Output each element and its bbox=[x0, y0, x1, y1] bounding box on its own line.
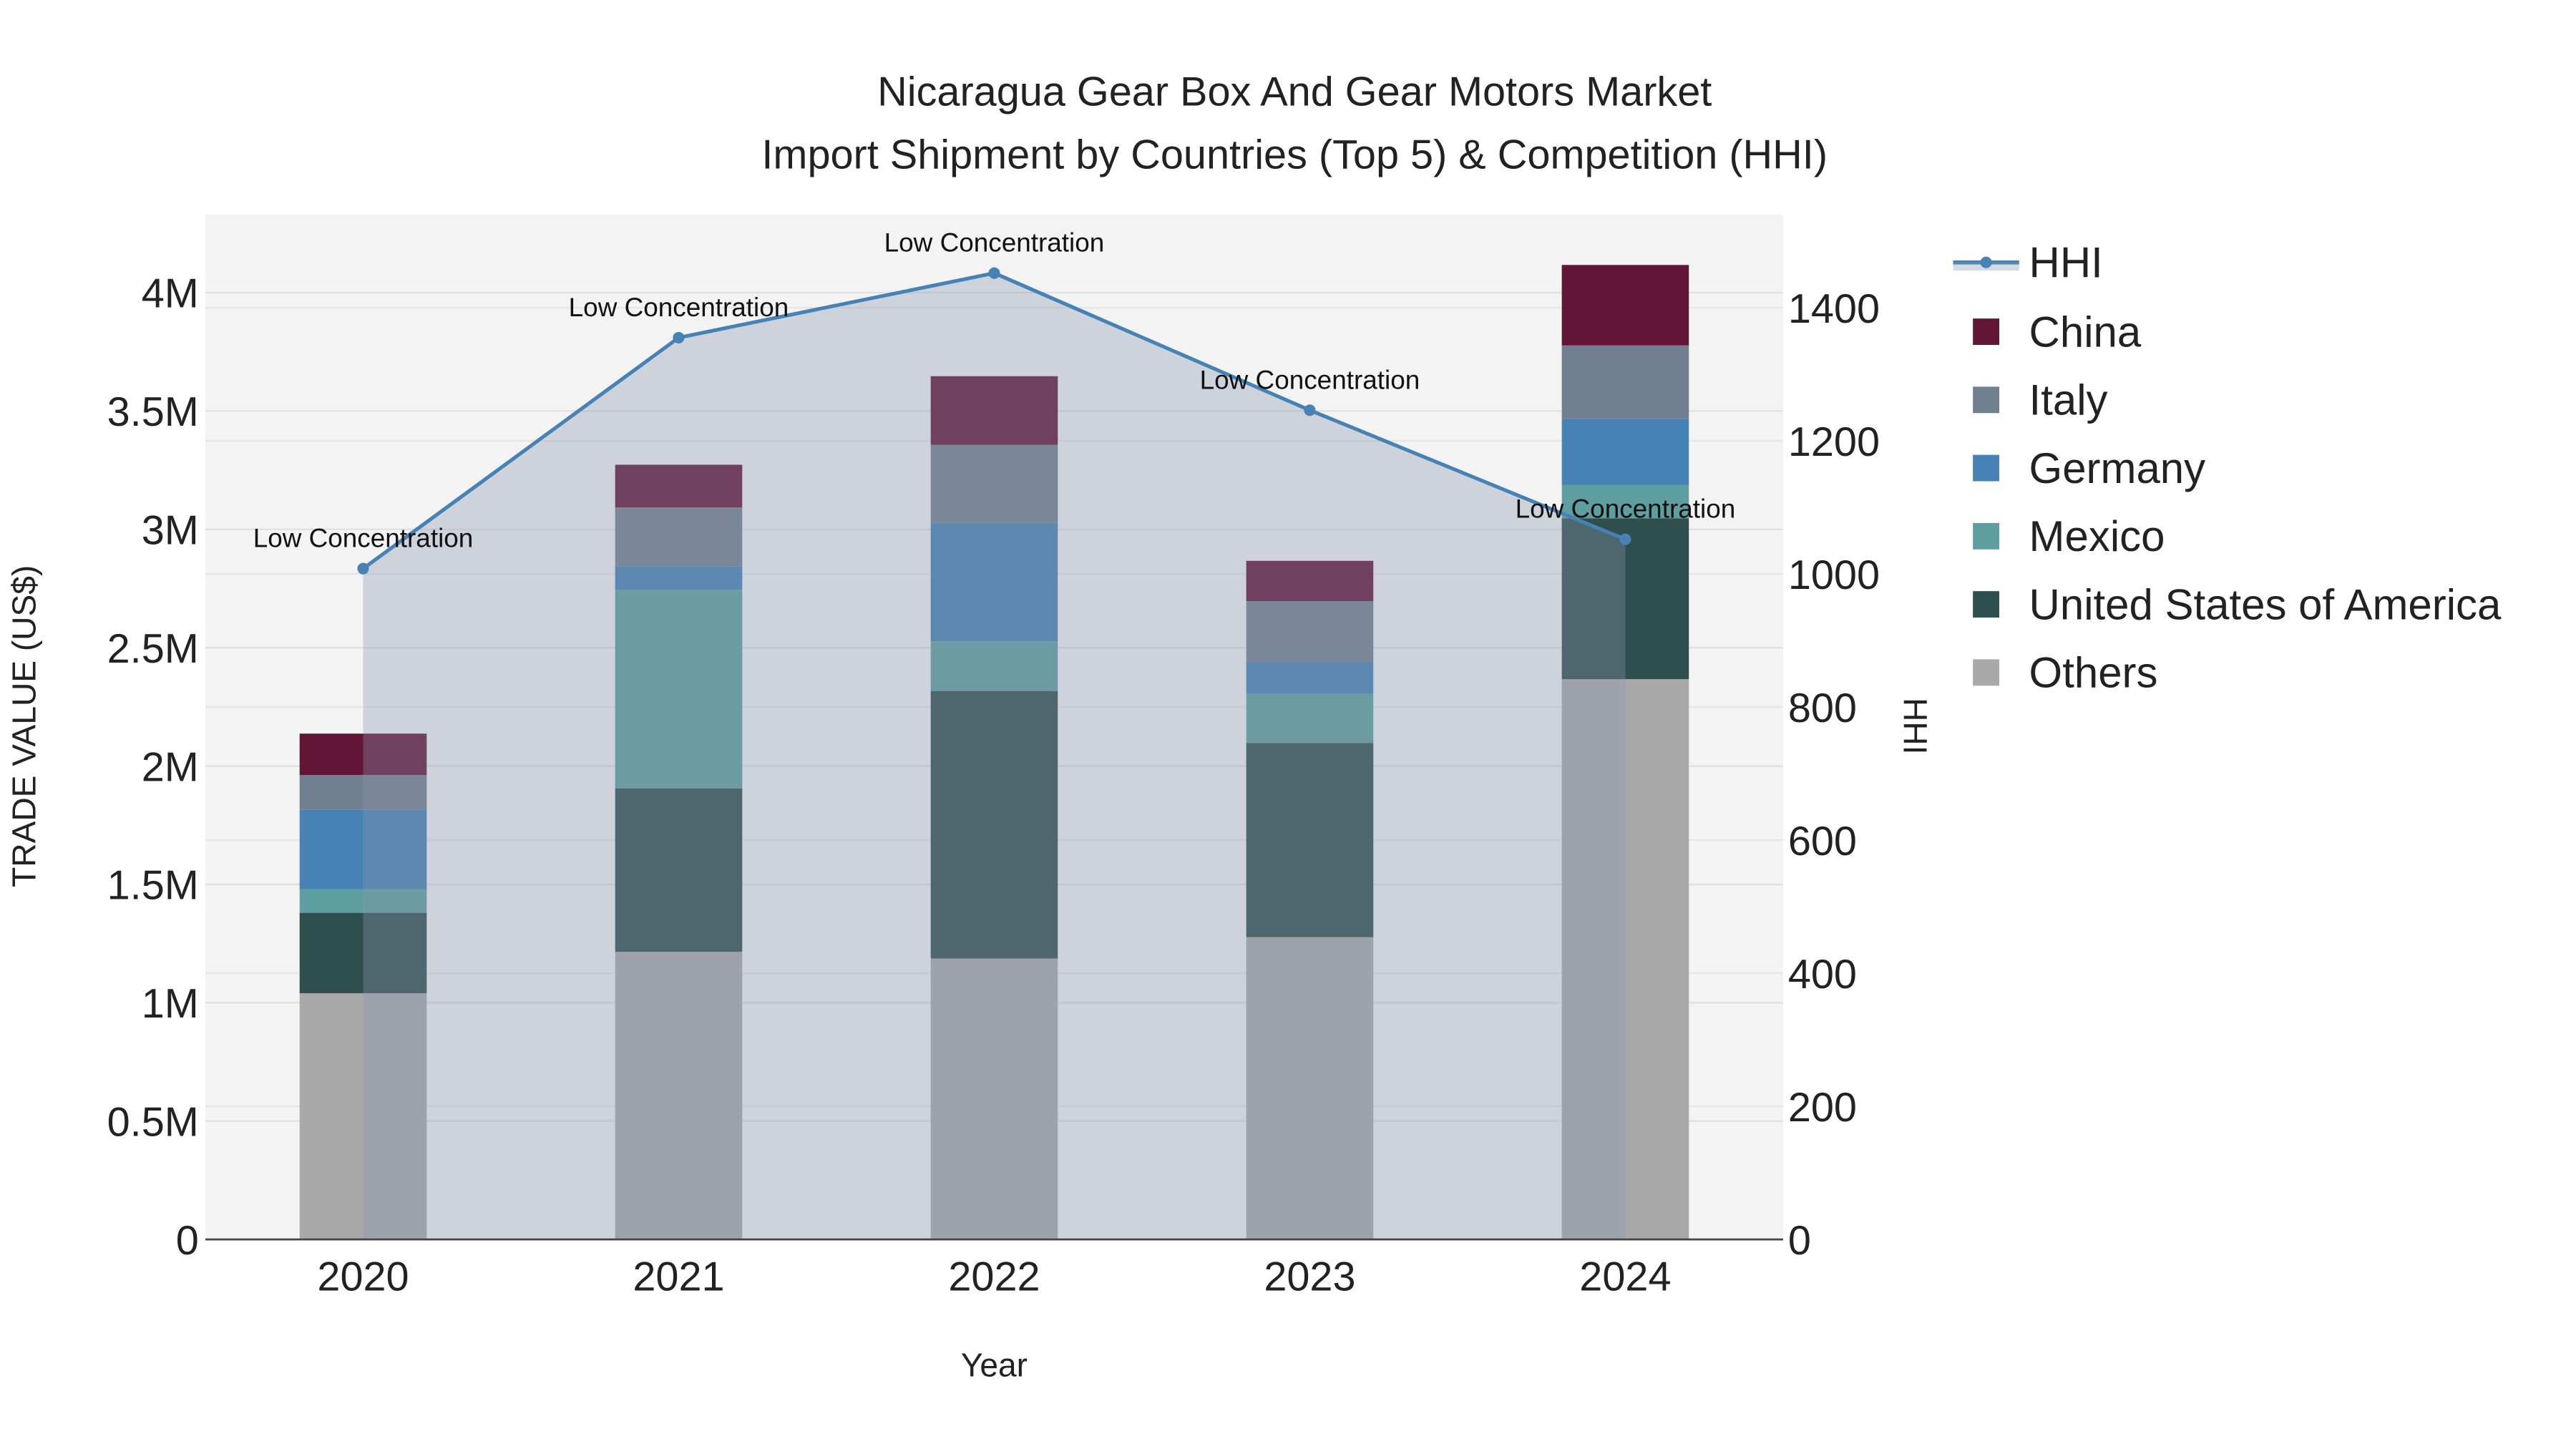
hhi-annotation: Low Concentration bbox=[1200, 365, 1420, 394]
bar-italy-2022 bbox=[930, 444, 1058, 523]
legend-label-hhi: HHI bbox=[2029, 238, 2103, 286]
x-axis-label: Year bbox=[961, 1347, 1028, 1384]
y2-tick-label: 400 bbox=[1788, 952, 1857, 997]
y2-tick-label: 1000 bbox=[1788, 552, 1880, 598]
y-tick-label: 1.5M bbox=[107, 863, 199, 909]
bar-others-2023 bbox=[1246, 937, 1374, 1240]
y-tick-label: 2M bbox=[142, 744, 199, 790]
legend-swatch-united-states-of-america bbox=[1973, 591, 2000, 618]
bar-germany-2024 bbox=[1561, 419, 1689, 485]
y-tick-label: 0.5M bbox=[107, 1099, 199, 1145]
hhi-annotation: Low Concentration bbox=[253, 524, 474, 553]
bar-mexico-2022 bbox=[930, 641, 1058, 691]
y-tick-label: 0 bbox=[176, 1218, 199, 1264]
bar-china-2021 bbox=[615, 464, 743, 507]
hhi-point-2020 bbox=[357, 562, 369, 575]
bar-united-states-of-america-2021 bbox=[615, 788, 743, 952]
hhi-annotation: Low Concentration bbox=[884, 228, 1105, 258]
y2-tick-label: 800 bbox=[1788, 686, 1857, 731]
y2-axis-label: HHI bbox=[1896, 698, 1933, 754]
bar-italy-2020 bbox=[299, 775, 427, 810]
hhi-annotation: Low Concentration bbox=[569, 293, 789, 322]
hhi-point-2024 bbox=[1619, 533, 1631, 545]
hhi-point-2023 bbox=[1304, 404, 1316, 416]
bar-china-2024 bbox=[1561, 265, 1689, 346]
bar-mexico-2023 bbox=[1246, 693, 1374, 743]
hhi-area bbox=[363, 273, 1626, 1240]
hhi-annotation: Low Concentration bbox=[1516, 494, 1736, 524]
legend: HHI China Italy Germany Mexico United States … bbox=[1953, 238, 2502, 697]
bar-italy-2024 bbox=[1561, 345, 1689, 419]
bar-others-2021 bbox=[615, 952, 743, 1240]
x-tick-label: 2021 bbox=[633, 1254, 724, 1300]
bar-others-2024 bbox=[1561, 679, 1689, 1240]
x-tick-label: 2023 bbox=[1264, 1254, 1355, 1300]
bar-united-states-of-america-2020 bbox=[299, 912, 427, 994]
y-tick-label: 1M bbox=[142, 981, 199, 1027]
legend-swatch-china bbox=[1973, 318, 2000, 346]
legend-label: Italy bbox=[2029, 376, 2108, 424]
x-tick-label: 2020 bbox=[317, 1254, 409, 1300]
y-tick-label: 4M bbox=[142, 271, 199, 317]
bar-mexico-2024 bbox=[1561, 484, 1689, 519]
x-tick-label: 2024 bbox=[1579, 1254, 1671, 1300]
bar-china-2022 bbox=[930, 376, 1058, 445]
bar-others-2020 bbox=[299, 993, 427, 1240]
legend-swatch-others bbox=[1973, 659, 2000, 686]
bar-germany-2023 bbox=[1246, 662, 1374, 693]
y-axis-label: TRADE VALUE (US$) bbox=[5, 565, 42, 887]
y2-tick-label: 0 bbox=[1788, 1218, 1811, 1264]
y2-tick-label: 600 bbox=[1788, 819, 1857, 864]
legend-swatch-italy bbox=[1973, 386, 2000, 414]
legend-label: China bbox=[2029, 308, 2142, 356]
y-tick-label: 2.5M bbox=[107, 626, 199, 672]
y2-tick-label: 200 bbox=[1788, 1085, 1857, 1131]
bar-italy-2021 bbox=[615, 507, 743, 567]
y-tick-label: 3M bbox=[142, 508, 199, 554]
bar-united-states-of-america-2022 bbox=[930, 691, 1058, 959]
bar-others-2022 bbox=[930, 958, 1058, 1240]
x-tick-label: 2022 bbox=[948, 1254, 1040, 1300]
chart-title-line2: Import Shipment by Countries (Top 5) & C… bbox=[761, 132, 1828, 177]
y2-tick-label: 1200 bbox=[1788, 419, 1880, 465]
legend-swatch-germany bbox=[1973, 454, 2000, 482]
bar-germany-2020 bbox=[299, 809, 427, 889]
hhi-point-2021 bbox=[673, 331, 685, 343]
bar-germany-2021 bbox=[615, 566, 743, 590]
y2-tick-label: 1400 bbox=[1788, 286, 1880, 332]
chart-title-line1: Nicaragua Gear Box And Gear Motors Marke… bbox=[877, 69, 1712, 115]
bar-italy-2023 bbox=[1246, 600, 1374, 663]
legend-hhi-marker-icon bbox=[1980, 256, 1992, 268]
legend-label: Others bbox=[2029, 649, 2158, 697]
bar-united-states-of-america-2023 bbox=[1246, 743, 1374, 937]
bar-germany-2022 bbox=[930, 522, 1058, 642]
bar-china-2023 bbox=[1246, 560, 1374, 601]
bar-mexico-2020 bbox=[299, 889, 427, 913]
y-tick-label: 3.5M bbox=[107, 389, 199, 435]
bar-mexico-2021 bbox=[615, 590, 743, 789]
legend-label: Germany bbox=[2029, 444, 2206, 492]
legend-label: United States of America bbox=[2029, 580, 2502, 628]
legend-label: Mexico bbox=[2029, 512, 2165, 560]
bar-china-2020 bbox=[299, 733, 427, 776]
hhi-point-2022 bbox=[988, 267, 1000, 279]
legend-swatch-mexico bbox=[1973, 522, 2000, 550]
